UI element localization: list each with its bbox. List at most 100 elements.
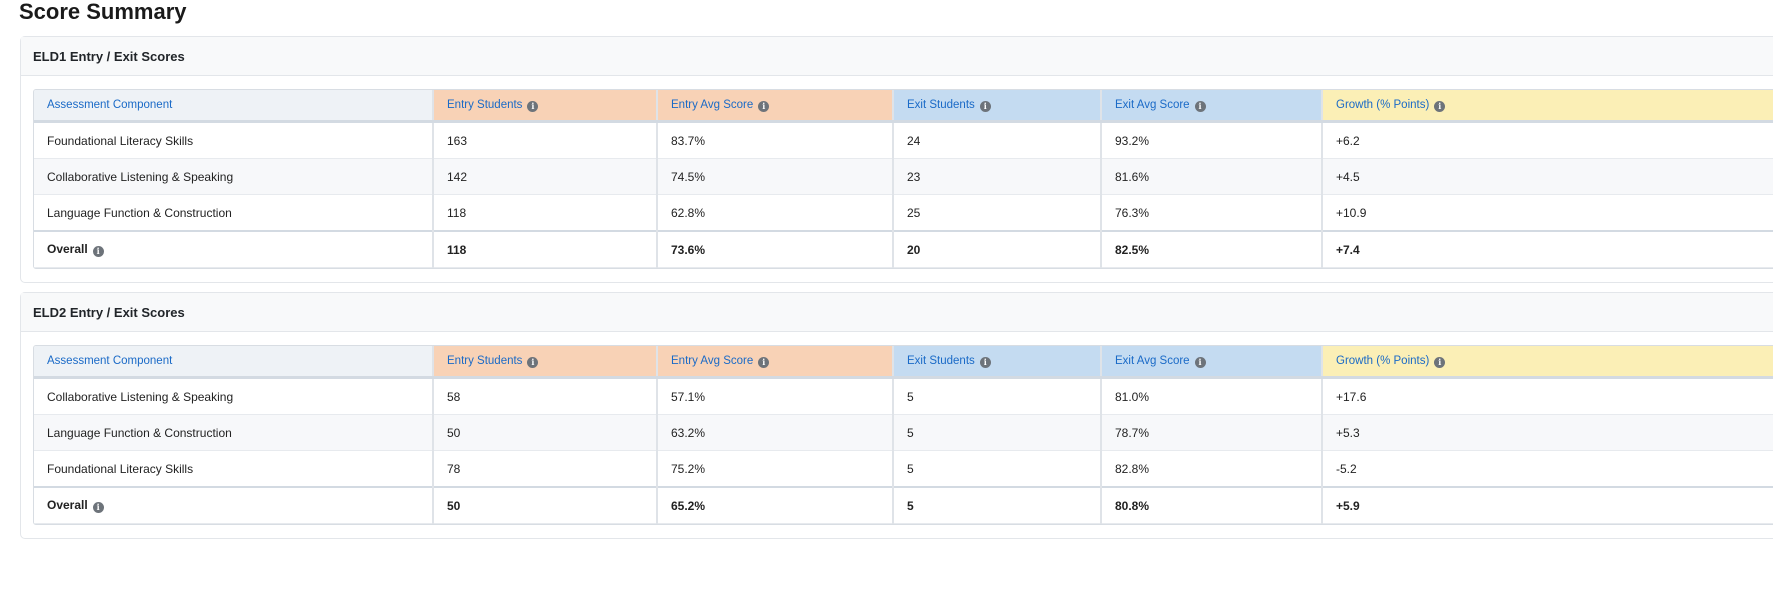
score-table-wrap: Assessment Component Entry Students i Entry… [33,89,1773,269]
cell-entry-students: 50 [433,414,658,451]
info-icon[interactable]: i [1194,100,1206,112]
info-icon[interactable]: i [527,100,539,112]
cell-entry-avg: 83.7% [657,121,894,159]
column-label: Entry Avg Score [671,354,754,367]
cell-overall-entry-students: 118 [433,230,658,268]
info-icon[interactable]: i [758,356,770,368]
cell-growth: +17.6 [1322,377,1773,415]
col-exit-students[interactable]: Exit Students i [893,346,1102,379]
info-icon[interactable]: i [1434,100,1446,112]
card-header[interactable]: ELD1 Entry / Exit Scores [21,37,1773,76]
card-title: ELD1 Entry / Exit Scores [33,48,185,64]
cell-entry-avg: 62.8% [657,194,894,232]
cell-overall-growth: +5.9 [1322,486,1773,524]
cell-exit-avg: 81.0% [1101,377,1323,415]
score-card-1: ELD1 Entry / Exit Scores Assessment Compo… [20,36,1773,283]
cell-component: Foundational Literacy Skills [34,450,434,488]
col-entry-avg-score[interactable]: Entry Avg Score i [657,90,894,123]
cell-entry-students: 163 [433,121,658,159]
cell-growth: +5.3 [1322,414,1773,451]
cell-exit-avg: 93.2% [1101,121,1323,159]
score-card-2: ELD2 Entry / Exit Scores Assessment Compo… [20,292,1773,539]
cell-overall-label: Overall i [34,486,434,524]
cell-overall-exit-students: 5 [893,486,1102,524]
col-growth[interactable]: Growth (% Points) i [1322,90,1773,123]
cell-growth: -5.2 [1322,450,1773,488]
cell-overall-growth: +7.4 [1322,230,1773,268]
overall-label: Overall [47,498,88,512]
col-assessment-component[interactable]: Assessment Component [34,90,434,123]
overall-label: Overall [47,242,88,256]
cell-exit-students: 24 [893,121,1102,159]
column-label: Entry Students [447,98,523,111]
card-title: ELD2 Entry / Exit Scores [33,304,185,320]
info-icon[interactable]: i [1434,356,1446,368]
col-exit-students[interactable]: Exit Students i [893,90,1102,123]
card-body: Assessment Component Entry Students i Entry… [21,76,1773,282]
cell-overall-exit-avg: 80.8% [1101,486,1323,524]
cell-component: Collaborative Listening & Speaking [34,158,434,195]
score-table-wrap: Assessment Component Entry Students i Entry… [33,345,1773,525]
cell-entry-students: 142 [433,158,658,195]
col-exit-avg-score[interactable]: Exit Avg Score i [1101,346,1323,379]
table-header-row: Assessment Component Entry Students i Entry… [34,90,1773,123]
column-label: Exit Avg Score [1115,354,1190,367]
info-icon[interactable]: i [527,356,539,368]
cell-exit-avg: 81.6% [1101,158,1323,195]
column-label: Growth (% Points) [1336,354,1430,367]
overall-row: Overall i 118 73.6% 20 82.5% +7.4 [34,230,1773,268]
cell-growth: +4.5 [1322,158,1773,195]
cell-component: Collaborative Listening & Speaking [34,377,434,415]
cell-component: Language Function & Construction [34,194,434,232]
column-label: Exit Students [907,354,975,367]
page-title: Score Summary [19,0,187,24]
column-label: Entry Avg Score [671,98,754,111]
col-exit-avg-score[interactable]: Exit Avg Score i [1101,90,1323,123]
cell-exit-students: 5 [893,414,1102,451]
cell-overall-label: Overall i [34,230,434,268]
score-table: Assessment Component Entry Students i Entry… [34,346,1773,524]
cell-overall-entry-students: 50 [433,486,658,524]
cell-entry-avg: 63.2% [657,414,894,451]
table-row: Language Function & Construction 50 63.2% 5… [34,414,1773,451]
col-entry-avg-score[interactable]: Entry Avg Score i [657,346,894,379]
info-icon[interactable]: i [979,356,991,368]
info-icon[interactable]: i [92,502,104,513]
card-header[interactable]: ELD2 Entry / Exit Scores [21,293,1773,332]
cell-exit-avg: 82.8% [1101,450,1323,488]
col-assessment-component[interactable]: Assessment Component [34,346,434,379]
col-growth[interactable]: Growth (% Points) i [1322,346,1773,379]
info-icon[interactable]: i [92,246,104,257]
cell-growth: +10.9 [1322,194,1773,232]
cell-component: Foundational Literacy Skills [34,121,434,159]
cell-overall-entry-avg: 73.6% [657,230,894,268]
cell-component: Language Function & Construction [34,414,434,451]
table-row: Collaborative Listening & Speaking 58 57.1… [34,377,1773,415]
col-entry-students[interactable]: Entry Students i [433,346,658,379]
column-label: Exit Avg Score [1115,98,1190,111]
column-label: Entry Students [447,354,523,367]
cell-exit-avg: 78.7% [1101,414,1323,451]
cell-exit-students: 5 [893,450,1102,488]
info-icon[interactable]: i [1194,356,1206,368]
cell-entry-avg: 75.2% [657,450,894,488]
table-row: Language Function & Construction 118 62.8%… [34,194,1773,232]
cell-entry-students: 78 [433,450,658,488]
table-row: Foundational Literacy Skills 163 83.7% 24 93… [34,121,1773,159]
info-icon[interactable]: i [979,100,991,112]
cell-overall-entry-avg: 65.2% [657,486,894,524]
cell-entry-students: 58 [433,377,658,415]
cell-entry-avg: 57.1% [657,377,894,415]
table-header-row: Assessment Component Entry Students i Entry… [34,346,1773,379]
column-label: Assessment Component [47,99,173,111]
cell-growth: +6.2 [1322,121,1773,159]
cell-entry-students: 118 [433,194,658,232]
col-entry-students[interactable]: Entry Students i [433,90,658,123]
cell-entry-avg: 74.5% [657,158,894,195]
cell-overall-exit-avg: 82.5% [1101,230,1323,268]
info-icon[interactable]: i [758,100,770,112]
column-label: Growth (% Points) [1336,98,1430,111]
table-row: Foundational Literacy Skills 78 75.2% 5 82.8… [34,450,1773,488]
score-table: Assessment Component Entry Students i Entry… [34,90,1773,268]
cell-exit-students: 23 [893,158,1102,195]
